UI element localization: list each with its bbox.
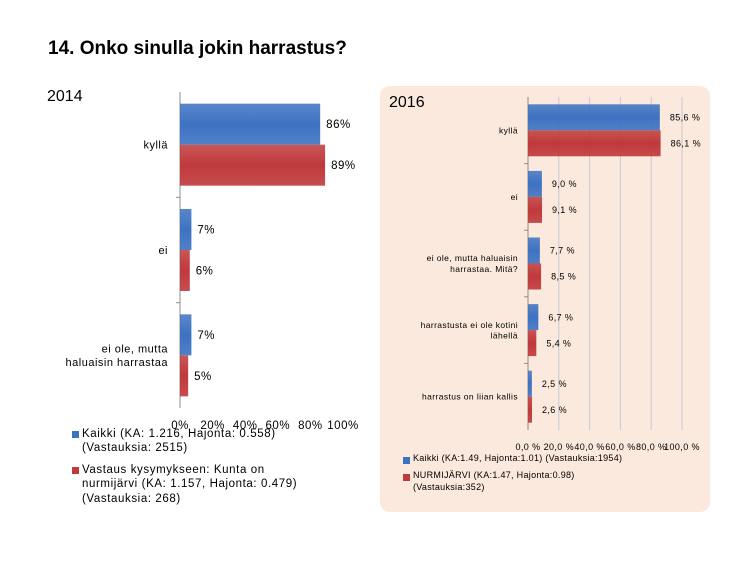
data-label-1-1-1: 9,1 % <box>552 205 577 215</box>
bar-1-nurmijarvi-1 <box>528 196 543 223</box>
bar-1-kaikki-1 <box>528 170 542 197</box>
legend-text: (Vastauksia: 268) <box>82 492 181 505</box>
bar-1-nurmijarvi-2 <box>528 263 542 290</box>
legend-item-nurmijarvi: NURMIJÄRVI (KA:1.47, Hajonta:0.98) (Vasta… <box>403 470 622 493</box>
legend-text: nurmijärvi (KA: 1.157, Hajonta: 0.479) <box>82 478 298 491</box>
data-label-0-0-0: 86% <box>326 119 351 131</box>
x-tick-label-1-4: 80,0 % <box>636 442 666 452</box>
x-tick-label-1-0: 0,0 % <box>515 442 540 452</box>
category-label-0-2-line1: haluaisin harrastaa <box>66 357 169 369</box>
category-label-0-2-line0: ei ole, mutta <box>102 343 169 355</box>
legend-swatch <box>403 457 410 464</box>
bar-1-nurmijarvi-0 <box>528 130 661 157</box>
legend-text: Kaikki (KA:1.49, Hajonta:1.01) (Vastauks… <box>413 453 623 463</box>
bar-0-nurmijarvi-2 <box>180 355 189 397</box>
x-tick-label-0-3: 60% <box>266 420 291 432</box>
x-tick-label-1-2: 40,0 % <box>574 442 604 452</box>
category-label-1-4: harrastus on liian kallis <box>422 392 518 402</box>
data-label-0-1-0: 89% <box>331 160 356 172</box>
category-label-0-1: ei <box>158 245 168 257</box>
data-label-0-1-2: 5% <box>194 371 212 383</box>
bar-0-nurmijarvi-1 <box>180 250 190 291</box>
legend-text: (Vastauksia:352) <box>413 481 485 492</box>
legend-item-nurmijarvi: Vastaus kysymykseen: Kunta on nurmijärvi … <box>72 463 297 506</box>
category-label-1-2-line1: harrastaa. Mitä? <box>450 264 518 274</box>
bar-1-kaikki-4 <box>528 370 532 397</box>
data-label-1-1-4: 2,6 % <box>542 405 567 415</box>
data-label-0-0-1: 7% <box>197 225 215 237</box>
chart-2014-legend: Kaikki (KA: 1.216, Hajonta: 0.558) (Vasta… <box>72 427 297 513</box>
data-label-1-0-1: 9,0 % <box>552 179 577 189</box>
bar-1-nurmijarvi-4 <box>528 396 533 423</box>
category-label-0-0: kyllä <box>143 140 168 152</box>
category-label-1-3-line1: lähellä <box>491 330 518 340</box>
legend-item-kaikki: Kaikki (KA: 1.216, Hajonta: 0.558) (Vasta… <box>72 427 297 456</box>
x-tick-label-0-0: 0% <box>171 420 189 432</box>
category-label-1-2-line0: ei ole, mutta haluaisin <box>427 253 518 263</box>
legend-swatch <box>403 474 410 482</box>
data-label-1-1-3: 5,4 % <box>546 338 571 348</box>
bar-0-kaikki-0 <box>180 103 321 145</box>
legend-item-kaikki: Kaikki (KA:1.49, Hajonta:1.01) (Vastauks… <box>403 453 622 464</box>
data-label-1-0-2: 7,7 % <box>550 246 575 256</box>
legend-swatch <box>72 431 79 438</box>
data-label-1-1-2: 8,5 % <box>551 272 576 282</box>
legend-text: Vastaus kysymykseen: Kunta on <box>82 463 265 476</box>
chart-2016-panel <box>380 86 710 512</box>
bar-0-kaikki-2 <box>180 314 192 356</box>
legend-text: (Vastauksia: 2515) <box>82 442 188 455</box>
bar-0-nurmijarvi-0 <box>180 144 326 186</box>
legend-swatch <box>72 466 79 474</box>
chart-2014-title: 2014 <box>47 88 83 105</box>
data-label-0-1-1: 6% <box>196 266 214 278</box>
chart-2016-title: 2016 <box>389 94 425 111</box>
x-tick-label-0-4: 80% <box>298 420 323 432</box>
data-label-1-0-0: 85,6 % <box>670 112 700 122</box>
x-tick-label-1-5: 100,0 % <box>664 442 700 452</box>
bar-0-kaikki-1 <box>180 209 192 250</box>
bar-1-kaikki-3 <box>528 304 539 331</box>
legend-text: Kaikki (KA: 1.216, Hajonta: 0.558) <box>82 428 276 440</box>
x-tick-label-1-1: 20,0 % <box>544 442 574 452</box>
x-tick-label-0-5: 100% <box>327 420 358 432</box>
data-label-0-0-2: 7% <box>197 330 215 342</box>
bar-1-kaikki-0 <box>528 104 660 131</box>
bar-1-kaikki-2 <box>528 237 540 264</box>
page-title: 14. Onko sinulla jokin harrastus? <box>48 38 347 59</box>
data-label-1-0-4: 2,5 % <box>542 379 567 389</box>
bar-1-nurmijarvi-3 <box>528 330 537 357</box>
category-label-1-3-line0: harrastusta ei ole kotini <box>421 320 518 330</box>
data-label-1-0-3: 6,7 % <box>548 312 573 322</box>
category-label-1-1: ei <box>511 192 518 202</box>
data-label-1-1-0: 86,1 % <box>671 138 701 148</box>
x-tick-label-0-1: 20% <box>200 420 225 432</box>
chart-2016-legend: Kaikki (KA:1.49, Hajonta:1.01) (Vastauks… <box>403 453 622 499</box>
x-tick-label-0-2: 40% <box>233 420 258 432</box>
x-tick-label-1-3: 60,0 % <box>605 442 635 452</box>
category-label-1-0: kyllä <box>499 125 518 135</box>
legend-text: NURMIJÄRVI (KA:1.47, Hajonta:0.98) <box>413 470 575 481</box>
